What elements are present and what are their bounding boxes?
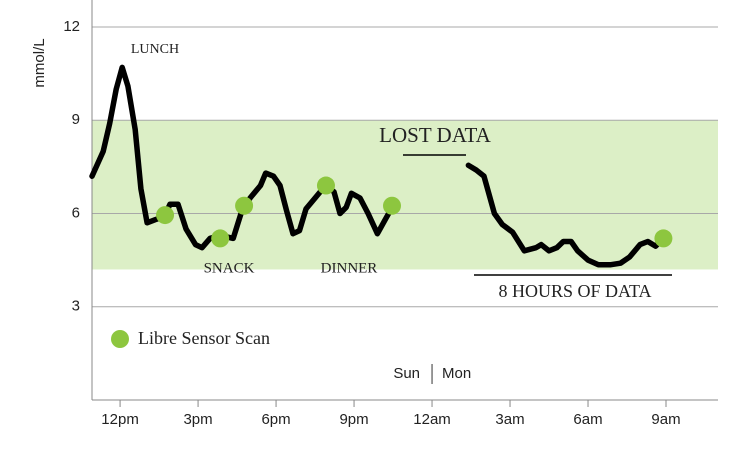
- x-tick-label: 12pm: [101, 411, 139, 428]
- y-tick-label: 12: [63, 18, 80, 35]
- annotation: SNACK: [204, 260, 255, 276]
- y-tick-label: 9: [72, 111, 80, 128]
- x-tick-label: 12am: [413, 411, 451, 428]
- x-tick-label: 3pm: [183, 411, 212, 428]
- annotation: 8 HOURS OF DATA: [498, 281, 651, 301]
- x-tick-label: 9am: [651, 411, 680, 428]
- y-axis-label: mmol/L: [31, 38, 48, 87]
- scan-point: [654, 229, 673, 248]
- day-label: Mon: [442, 365, 471, 382]
- legend-label: Libre Sensor Scan: [138, 328, 270, 348]
- x-tick-label: 6am: [573, 411, 602, 428]
- x-tick-label: 9pm: [339, 411, 368, 428]
- scan-point: [383, 196, 402, 215]
- annotation: LUNCH: [131, 42, 179, 57]
- scan-point: [156, 206, 175, 225]
- scan-point: [316, 176, 335, 195]
- x-tick-label: 6pm: [261, 411, 290, 428]
- x-tick-label: 3am: [495, 411, 524, 428]
- annotation: DINNER: [321, 260, 378, 276]
- annotation: LOST DATA: [379, 123, 492, 147]
- legend-marker: [111, 330, 129, 348]
- day-label: Sun: [393, 365, 420, 382]
- scan-point: [235, 196, 254, 215]
- y-tick-label: 3: [72, 298, 80, 315]
- y-tick-label: 6: [72, 204, 80, 221]
- scan-point: [211, 229, 230, 248]
